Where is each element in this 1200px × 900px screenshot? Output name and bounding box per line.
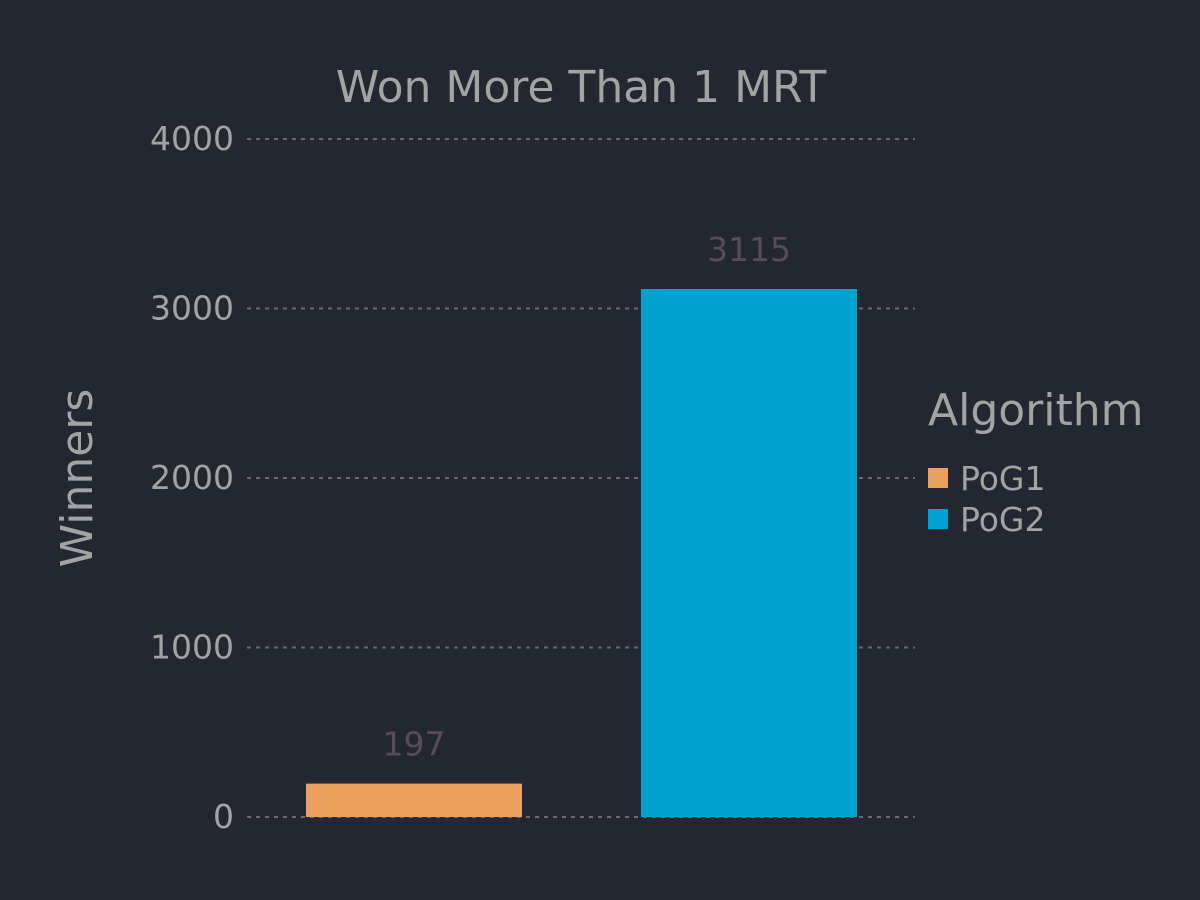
legend-label-pog2: PoG2 <box>960 500 1045 539</box>
bar-pog1 <box>306 783 522 817</box>
bars <box>306 289 857 817</box>
chart-title: Won More Than 1 MRT <box>336 62 827 113</box>
legend-label-pog1: PoG1 <box>960 459 1045 498</box>
legend-title: Algorithm <box>928 385 1144 436</box>
y-tick-label-1000: 1000 <box>150 628 234 667</box>
y-tick-label-0: 0 <box>213 797 234 836</box>
y-axis-label: Winners <box>52 389 103 568</box>
legend-swatch-pog1 <box>928 468 948 488</box>
bar-value-label-pog1: 197 <box>383 725 446 764</box>
y-tick-label-3000: 3000 <box>150 289 234 328</box>
y-tick-labels: 0 1000 2000 3000 4000 <box>150 119 234 836</box>
bar-value-labels: 197 3115 <box>383 230 791 764</box>
bar-pog2 <box>641 289 857 817</box>
legend-swatch-pog2 <box>928 509 948 529</box>
bar-value-label-pog2: 3115 <box>707 230 791 269</box>
y-tick-label-2000: 2000 <box>150 458 234 497</box>
y-tick-label-4000: 4000 <box>150 119 234 158</box>
